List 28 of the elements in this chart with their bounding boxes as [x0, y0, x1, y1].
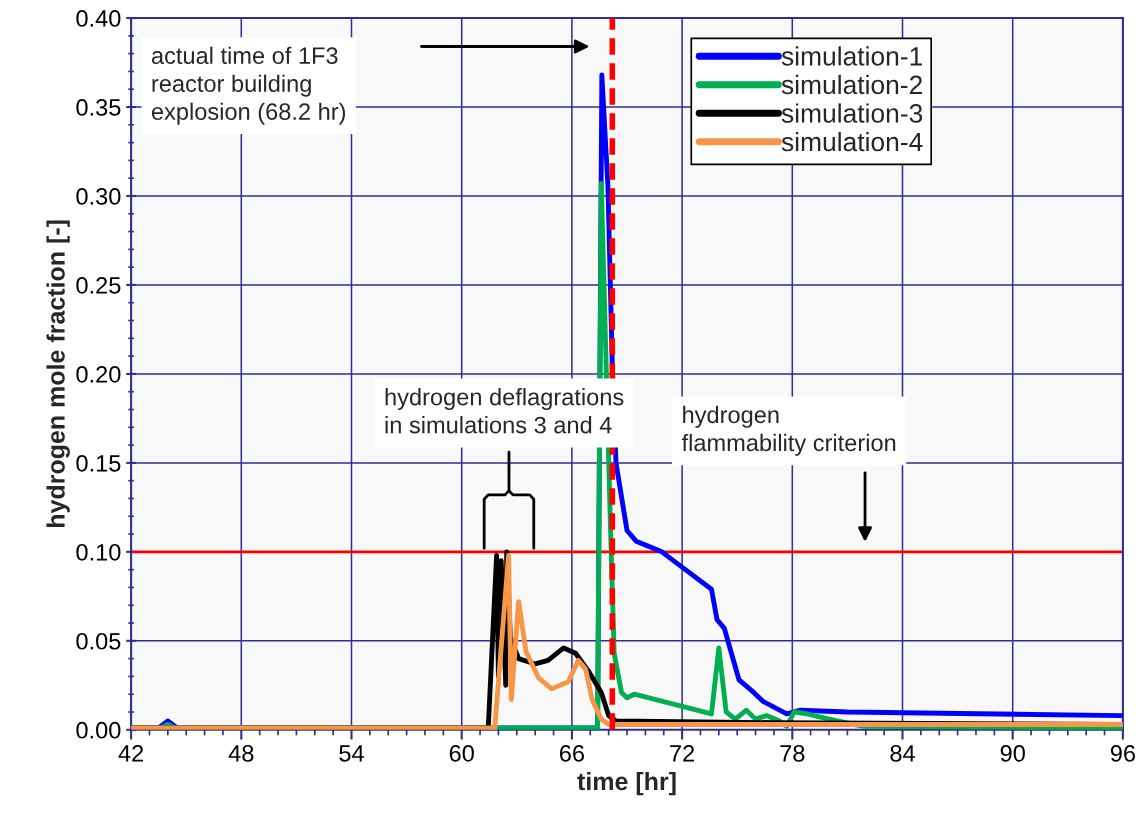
x-tick-label: 42 — [118, 745, 144, 762]
annotation: hydrogen deflagrations in simulations 3 and 4 — [385, 388, 624, 434]
y-tick-label: 0.15 — [76, 454, 121, 472]
legend-label: simulation-1 — [781, 46, 922, 66]
x-tick-label: 84 — [890, 745, 915, 762]
x-tick-label: 96 — [1110, 745, 1135, 762]
annotation: hydrogen flammability criterion — [681, 405, 896, 456]
x-tick-label: 66 — [559, 745, 584, 762]
x-tick-label: 54 — [339, 745, 364, 762]
x-tick-label: 90 — [1000, 745, 1025, 762]
y-tick-label: 0.30 — [76, 188, 121, 205]
y-tick-label: 0.40 — [76, 10, 121, 27]
x-tick-label: 78 — [780, 745, 805, 762]
y-tick-label: 0.10 — [76, 543, 121, 561]
x-axis-title: time [hr] — [577, 771, 676, 796]
legend-label: simulation-4 — [781, 131, 923, 152]
legend-label: simulation-2 — [781, 74, 922, 95]
x-tick-label: 60 — [449, 745, 474, 762]
y-tick-label: 0.25 — [76, 277, 121, 294]
legend-label: simulation-3 — [781, 103, 923, 123]
y-tick-label: 0.00 — [76, 721, 121, 739]
y-axis-title: hydrogen mole fraction [-] — [46, 220, 70, 528]
x-tick-label: 72 — [670, 745, 695, 762]
y-tick-label: 0.35 — [76, 99, 121, 116]
annotation: actual time of 1F3 reactor building explosion (68.2 hr) — [151, 46, 346, 125]
x-tick-label: 48 — [228, 745, 254, 762]
y-tick-label: 0.20 — [76, 365, 121, 383]
y-tick-label: 0.05 — [76, 632, 121, 650]
